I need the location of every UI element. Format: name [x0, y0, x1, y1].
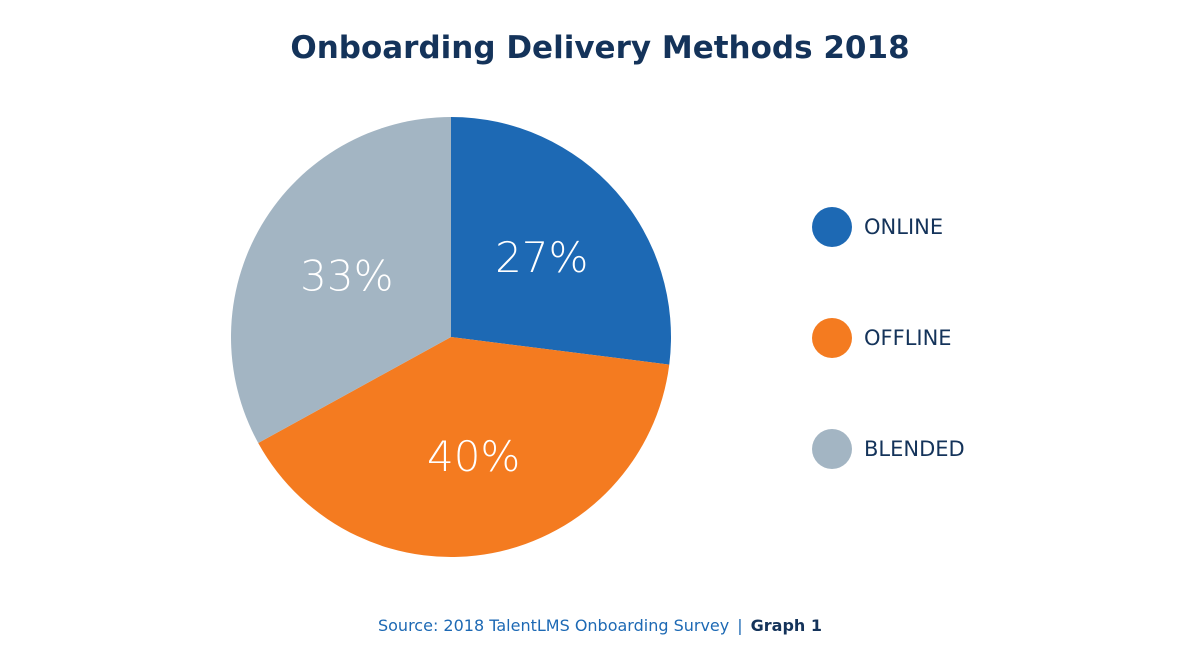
legend-label: BLENDED	[864, 437, 965, 461]
legend-label: OFFLINE	[864, 326, 952, 350]
separator: |	[737, 616, 743, 635]
data-label-blended: 33%	[300, 251, 393, 300]
source-note: Source: 2018 TalentLMS Onboarding Survey…	[0, 616, 1200, 635]
graph-label: Graph 1	[750, 616, 822, 635]
legend-swatch	[812, 318, 852, 358]
pie-slice-blended	[231, 117, 451, 443]
legend-item-offline: OFFLINE	[812, 318, 952, 358]
chart-title: Onboarding Delivery Methods 2018	[290, 30, 910, 66]
legend-item-blended: BLENDED	[812, 429, 965, 469]
legend-swatch	[812, 429, 852, 469]
pie-slice-offline	[258, 337, 670, 557]
source-text: Source: 2018 TalentLMS Onboarding Survey	[377, 616, 730, 635]
legend-item-online: ONLINE	[812, 207, 943, 247]
pie-slice-online	[451, 117, 671, 365]
data-label-online: 27%	[495, 233, 588, 282]
legend-swatch	[812, 207, 852, 247]
legend-label: ONLINE	[864, 215, 944, 239]
data-label-offline: 40%	[427, 432, 520, 481]
